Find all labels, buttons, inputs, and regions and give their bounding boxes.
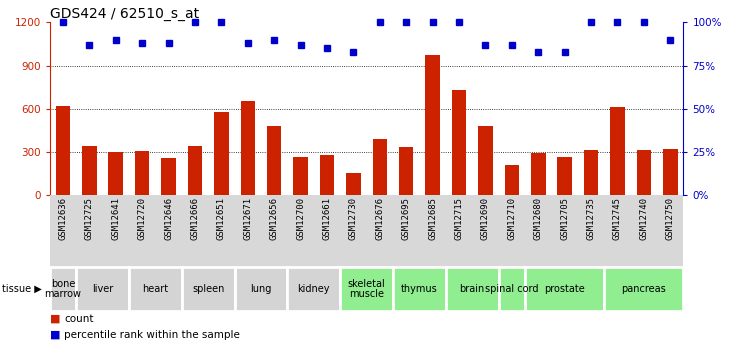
Text: GSM12666: GSM12666 (191, 197, 200, 240)
Text: GSM12646: GSM12646 (164, 197, 173, 240)
Bar (214, 111, 229, 195)
Text: GSM12700: GSM12700 (296, 197, 305, 240)
Text: tissue ▶: tissue ▶ (2, 284, 42, 294)
Text: GSM12735: GSM12735 (586, 197, 596, 240)
Text: GSM12685: GSM12685 (428, 197, 437, 240)
Bar (267, 126, 281, 195)
Text: skeletal
muscle: skeletal muscle (348, 278, 385, 299)
Text: GSM12641: GSM12641 (111, 197, 120, 240)
Bar (293, 157, 308, 195)
Bar (188, 146, 202, 195)
Text: GSM12656: GSM12656 (270, 197, 279, 240)
Text: pancreas: pancreas (621, 284, 666, 294)
Text: brain: brain (460, 284, 485, 294)
Text: GSM12636: GSM12636 (58, 197, 67, 240)
Text: heart: heart (143, 284, 168, 294)
Text: GSM12690: GSM12690 (481, 197, 490, 240)
Bar (558, 157, 572, 195)
Text: bone
marrow: bone marrow (45, 278, 81, 299)
Text: lung: lung (250, 284, 272, 294)
Bar (446, 267, 499, 310)
Bar (346, 172, 360, 195)
Text: ■: ■ (50, 330, 60, 339)
Bar (162, 158, 175, 195)
Bar (135, 151, 149, 195)
Bar (240, 101, 255, 195)
Bar (525, 267, 605, 310)
Text: spleen: spleen (192, 284, 224, 294)
Text: GSM12745: GSM12745 (613, 197, 622, 240)
Text: GSM12661: GSM12661 (322, 197, 331, 240)
Text: GSM12680: GSM12680 (534, 197, 542, 240)
Text: spinal cord: spinal cord (485, 284, 539, 294)
Bar (605, 267, 683, 310)
Text: thymus: thymus (401, 284, 438, 294)
Text: GSM12720: GSM12720 (137, 197, 147, 240)
Bar (504, 166, 519, 195)
Bar (50, 267, 76, 310)
Bar (399, 147, 414, 195)
Bar (108, 152, 123, 195)
Text: count: count (64, 314, 94, 324)
Bar (637, 150, 651, 195)
Text: prostate: prostate (545, 284, 585, 294)
Text: GSM12715: GSM12715 (455, 197, 463, 240)
Bar (452, 90, 466, 195)
Text: percentile rank within the sample: percentile rank within the sample (64, 330, 240, 339)
Bar (499, 267, 525, 310)
Text: GSM12651: GSM12651 (217, 197, 226, 240)
Text: kidney: kidney (298, 284, 330, 294)
Text: liver: liver (92, 284, 113, 294)
Bar (235, 267, 287, 310)
Bar (56, 106, 70, 195)
Text: GSM12695: GSM12695 (402, 197, 411, 240)
Text: GSM12671: GSM12671 (243, 197, 252, 240)
Bar (478, 126, 493, 195)
Text: GSM12705: GSM12705 (560, 197, 569, 240)
Bar (425, 56, 440, 195)
Bar (76, 267, 129, 310)
Bar (531, 152, 545, 195)
Bar (373, 139, 387, 195)
Bar (610, 107, 625, 195)
Text: GSM12710: GSM12710 (507, 197, 516, 240)
Bar (82, 146, 96, 195)
Text: GSM12740: GSM12740 (640, 197, 648, 240)
Text: GSM12730: GSM12730 (349, 197, 358, 240)
Text: GSM12725: GSM12725 (85, 197, 94, 240)
Text: GDS424 / 62510_s_at: GDS424 / 62510_s_at (50, 7, 199, 21)
Bar (129, 267, 182, 310)
Bar (663, 149, 678, 195)
Bar (584, 150, 598, 195)
Bar (287, 267, 340, 310)
Bar (340, 267, 393, 310)
Text: GSM12750: GSM12750 (666, 197, 675, 240)
Text: ■: ■ (50, 314, 60, 324)
Bar (319, 155, 334, 195)
Bar (182, 267, 235, 310)
Text: GSM12676: GSM12676 (375, 197, 385, 240)
Bar (393, 267, 446, 310)
